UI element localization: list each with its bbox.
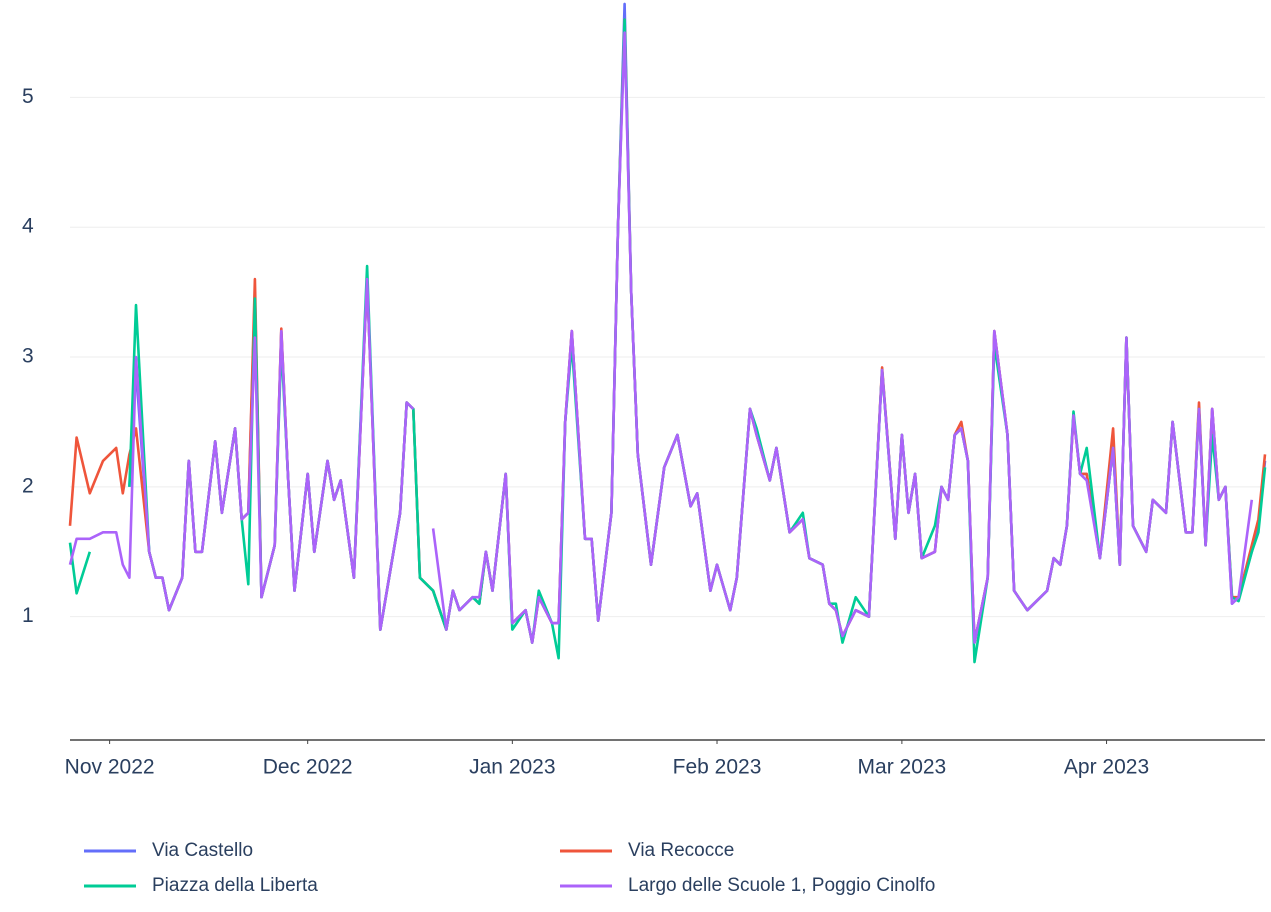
x-tick-label: Jan 2023 bbox=[469, 756, 555, 779]
x-tick-label: Feb 2023 bbox=[673, 756, 762, 779]
y-tick-label: 3 bbox=[22, 345, 34, 368]
x-tick-label: Apr 2023 bbox=[1064, 756, 1149, 779]
legend-label: Via Castello bbox=[152, 840, 253, 861]
legend-label: Largo delle Scuole 1, Poggio Cinolfo bbox=[628, 875, 935, 896]
y-tick-label: 1 bbox=[22, 604, 34, 627]
x-tick-label: Mar 2023 bbox=[858, 756, 947, 779]
series-line bbox=[68, 18, 1267, 664]
legend-label: Piazza della Liberta bbox=[152, 875, 318, 896]
x-tick-label: Dec 2022 bbox=[263, 756, 353, 779]
y-tick-label: 2 bbox=[22, 474, 34, 497]
y-tick-label: 4 bbox=[22, 215, 34, 238]
legend-label: Via Recocce bbox=[628, 840, 734, 861]
series-line bbox=[68, 31, 1254, 644]
x-tick-label: Nov 2022 bbox=[65, 756, 155, 779]
y-tick-label: 5 bbox=[22, 85, 34, 108]
